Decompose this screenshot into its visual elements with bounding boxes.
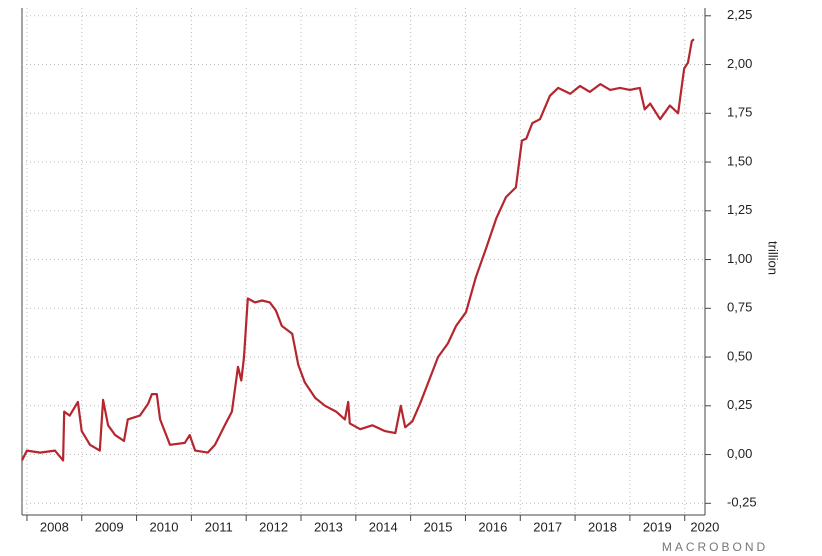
y-tick-label: 1,50 bbox=[727, 153, 752, 168]
x-tick-label: 2013 bbox=[314, 519, 343, 534]
x-tick-label: 2018 bbox=[588, 519, 617, 534]
x-tick-label: 2020 bbox=[690, 519, 719, 534]
x-tick-label: 2016 bbox=[478, 519, 507, 534]
y-tick-label: 1,00 bbox=[727, 251, 752, 266]
y-tick-label: 0,00 bbox=[727, 446, 752, 461]
x-tick-label: 2015 bbox=[424, 519, 453, 534]
line bbox=[21, 38, 695, 462]
y-tick-label: 2,00 bbox=[727, 56, 752, 71]
y-tick-label: -0,25 bbox=[727, 495, 757, 510]
y-tick-label: 2,25 bbox=[727, 7, 752, 22]
y-tick-label: 0,25 bbox=[727, 397, 752, 412]
x-tick-label: 2019 bbox=[643, 519, 672, 534]
y-tick-label: 1,75 bbox=[727, 105, 752, 120]
y-tick-label: 0,50 bbox=[727, 348, 752, 363]
x-tick-label: 2008 bbox=[40, 519, 69, 534]
x-tick-label: 2011 bbox=[205, 519, 233, 534]
watermark: MACROBOND bbox=[662, 540, 768, 554]
y-tick-label: 1,25 bbox=[727, 202, 752, 217]
y-axis-label: trillion bbox=[766, 241, 781, 275]
x-tick-label: 2012 bbox=[259, 519, 288, 534]
x-tick-label: 2009 bbox=[95, 519, 124, 534]
x-tick-label: 2017 bbox=[533, 519, 562, 534]
x-tick-label: 2010 bbox=[150, 519, 179, 534]
y-tick-label: 0,75 bbox=[727, 300, 752, 315]
x-tick-label: 2014 bbox=[369, 519, 398, 534]
